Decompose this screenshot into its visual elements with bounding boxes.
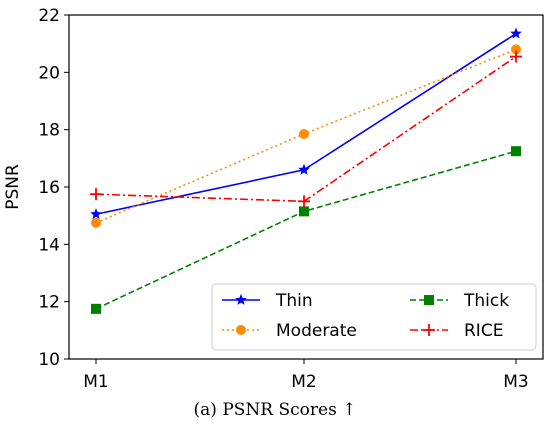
legend-item-thick: Thick <box>410 291 509 311</box>
series-line-rice <box>95 55 517 203</box>
y-tick-label: 22 <box>38 6 60 26</box>
data-point-moderate-m1 <box>91 217 101 228</box>
y-axis-title: PSNR <box>3 164 23 210</box>
y-tick-label: 10 <box>38 350 60 370</box>
plot-area <box>90 27 522 314</box>
x-tick-label: M1 <box>83 372 108 392</box>
legend-box <box>211 283 537 351</box>
data-point-thick-m3 <box>511 146 521 157</box>
legend-item-moderate: Moderate <box>222 321 357 341</box>
y-tick-label: 14 <box>38 235 60 255</box>
x-tick-label: M3 <box>503 372 528 392</box>
legend-marker-thin <box>235 293 247 305</box>
data-point-rice-m1 <box>90 188 102 201</box>
data-point-thick-m1 <box>91 303 101 314</box>
data-point-rice-m2 <box>298 195 310 208</box>
y-tick-label: 16 <box>38 178 60 198</box>
series-line-thin <box>95 32 517 216</box>
legend-label-moderate: Moderate <box>276 321 357 341</box>
legend-item-rice: RICE <box>410 321 503 341</box>
data-point-thin-m1 <box>90 208 102 220</box>
data-point-thin-m2 <box>298 163 310 175</box>
data-point-rice-m3 <box>510 50 522 63</box>
y-tick-label: 20 <box>38 63 60 83</box>
legend: Thin Moderate Thick RICE <box>211 283 537 351</box>
x-tick-label: M2 <box>291 372 316 392</box>
legend-label-thin: Thin <box>275 291 313 311</box>
data-point-thin-m3 <box>510 27 522 39</box>
figure-caption: (a) PSNR Scores ↑ <box>193 400 357 420</box>
data-point-moderate-m3 <box>511 44 521 55</box>
legend-marker-moderate <box>236 325 246 335</box>
data-point-thick-m2 <box>299 206 309 217</box>
legend-label-rice: RICE <box>464 321 503 341</box>
y-tick-label: 18 <box>38 121 60 141</box>
axes: 10 12 14 16 18 20 22 M1 M2 M3 PSNR <box>3 6 544 392</box>
y-tick-label: 12 <box>38 293 60 313</box>
legend-marker-thick <box>424 295 434 305</box>
legend-marker-rice <box>423 324 435 336</box>
legend-label-thick: Thick <box>463 291 509 311</box>
legend-item-thin: Thin <box>222 291 313 311</box>
data-point-moderate-m2 <box>299 128 309 139</box>
